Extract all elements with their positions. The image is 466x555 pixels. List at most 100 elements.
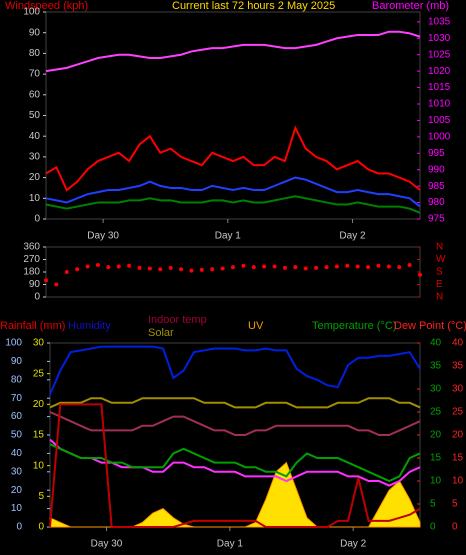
y-tick-label: 40 [430,338,442,349]
point [137,265,142,270]
y-tick-label: 10 [11,503,23,514]
point [220,266,225,271]
line [49,345,421,395]
line [49,403,421,528]
y-tick-label: 80 [11,374,23,385]
point [355,264,360,269]
point [54,282,59,287]
y-tick-label: E [436,279,443,290]
axis-label: Dew Point (°C) [394,320,466,332]
y-tick-label: 0 [38,522,44,533]
line [45,125,421,192]
y-tick-label: 10 [33,460,45,471]
point [293,265,298,270]
point [303,266,308,271]
line [45,30,421,73]
point [147,266,152,271]
y-tick-label: 50 [11,430,23,441]
y-tick-label: 5 [452,499,458,510]
x-tick-label: Day 2 [339,231,366,242]
y-tick-label: 70 [29,69,41,80]
point [75,267,80,272]
y-tick-label: 995 [428,148,445,159]
y-tick-label: 975 [428,214,445,225]
y-tick-label: 1000 [428,131,451,142]
point [282,265,287,270]
y-tick-label: 35 [452,361,464,372]
y-tick-label: 1005 [428,115,451,126]
point [95,263,100,268]
axis-label: Barometer (mb) [372,0,449,12]
y-tick-label: 0 [34,292,40,303]
y-tick-label: 180 [23,267,40,278]
y-tick-label: 20 [11,485,23,496]
y-tick-label: 0 [452,522,458,533]
axis-label: Humidity [68,320,111,332]
point [116,264,121,269]
point [106,265,111,270]
x-tick-label: Day 1 [217,539,244,550]
y-tick-label: 30 [452,384,464,395]
y-tick-label: 1015 [428,82,451,93]
point [64,270,69,274]
y-tick-label: 40 [29,131,41,142]
point [366,265,371,270]
point [85,264,90,269]
y-tick-label: W [436,254,446,265]
point [407,263,412,268]
point [241,263,246,268]
y-tick-label: 985 [428,181,445,192]
y-tick-label: 10 [430,476,442,487]
point [210,267,215,272]
y-tick-label: N [436,242,443,253]
plot-frame [45,246,421,298]
y-tick-label: 70 [11,393,23,404]
y-tick-label: 100 [5,338,22,349]
y-tick-label: 40 [452,338,464,349]
y-tick-label: 0 [34,214,40,225]
point [168,265,173,270]
axis-label: Rainfall (mm) [0,320,65,332]
axis-label: Temperature (°C) [312,320,396,332]
y-tick-label: 20 [29,172,41,183]
y-tick-label: 1030 [428,33,451,44]
y-tick-label: 20 [452,430,464,441]
y-tick-label: 30 [29,152,41,163]
point [199,267,204,272]
line [49,397,421,409]
y-tick-label: 10 [452,476,464,487]
y-tick-label: 20 [430,430,442,441]
point [127,263,132,268]
point [397,265,402,270]
y-tick-label: 35 [430,361,442,372]
y-tick-label: 30 [33,338,45,349]
axis-label: Indoor temp [148,314,207,326]
point [418,272,422,277]
y-tick-label: 60 [29,89,41,100]
line [49,411,421,436]
y-tick-label: 1035 [428,16,451,27]
y-tick-label: 30 [11,466,23,477]
line [45,195,421,214]
x-tick-label: Day 30 [91,539,123,550]
point [386,264,391,269]
y-tick-label: 100 [23,7,40,18]
y-tick-label: 20 [33,399,45,410]
y-tick-label: 360 [23,242,40,253]
y-tick-label: 90 [11,356,23,367]
y-tick-label: 60 [11,411,23,422]
y-tick-label: 25 [430,407,442,418]
y-tick-label: 90 [29,27,41,38]
x-tick-label: Day 30 [87,231,119,242]
point [179,267,184,272]
x-tick-label: Day 2 [340,539,367,550]
line [49,443,421,483]
point [324,265,329,270]
axis-label: Windspeed (kph) [5,0,88,12]
y-tick-label: 1020 [428,66,451,77]
y-tick-label: 270 [23,254,40,265]
line [45,176,421,208]
point [334,264,339,269]
y-tick-label: 25 [33,368,45,379]
